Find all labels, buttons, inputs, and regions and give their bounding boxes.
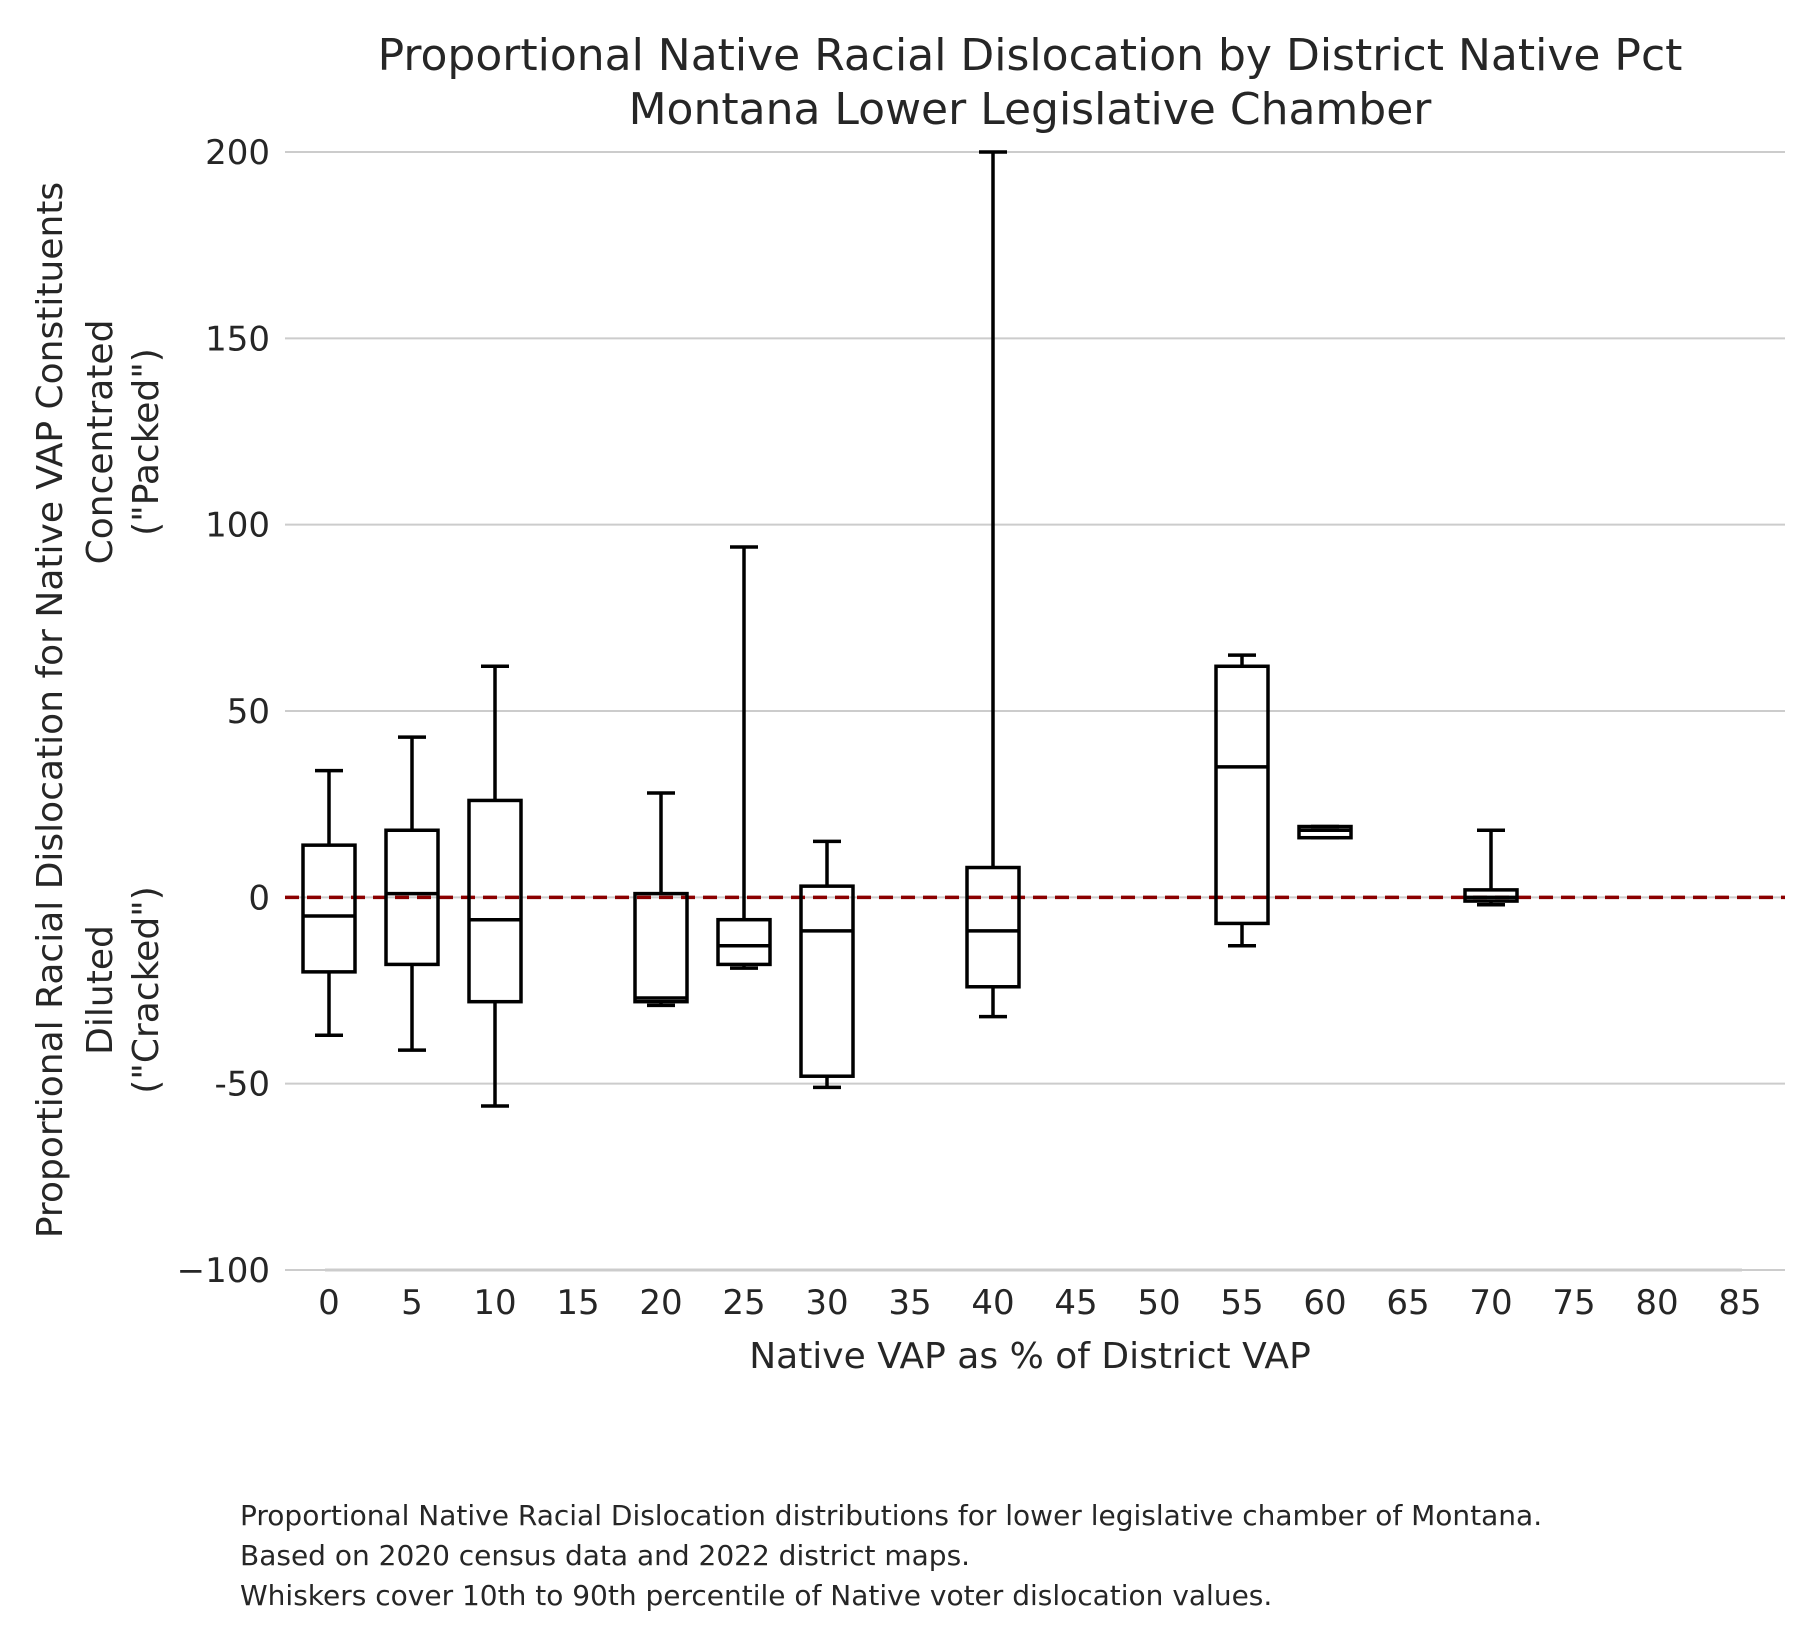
y-axis-cracked-label: Diluted (80, 925, 121, 1055)
x-tick-label: 55 (1220, 1283, 1263, 1323)
x-tick-label: 25 (722, 1283, 765, 1323)
chart-subtitle: Montana Lower Legislative Chamber (629, 84, 1433, 135)
grid (285, 151, 1785, 1272)
x-tick-label: 20 (639, 1283, 682, 1323)
x-tick-label: 65 (1386, 1283, 1429, 1323)
boxplot (384, 735, 440, 1052)
x-tick-label: 50 (1137, 1283, 1180, 1323)
box (633, 891, 689, 1004)
box (467, 798, 523, 1004)
x-axis-ticks: 0 5 10 15 20 25 30 35 40 45 50 55 60 65 70 75 80 85 (318, 1283, 1761, 1323)
x-tick-label: 85 (1718, 1283, 1761, 1323)
caption-line: Proportional Native Racial Dislocation d… (240, 1499, 1543, 1532)
box (301, 843, 357, 974)
box (965, 865, 1021, 989)
boxplot (716, 545, 772, 970)
y-axis-packed-sublabel: ("Packed") (126, 348, 167, 536)
boxplot (301, 768, 357, 1037)
x-axis-label: Native VAP as % of District VAP (749, 1336, 1311, 1377)
box (716, 917, 772, 967)
caption-line: Based on 2020 census data and 2022 distr… (240, 1539, 971, 1572)
chart-title: Proportional Native Racial Dislocation b… (378, 30, 1683, 81)
y-tick-label: −100 (177, 1251, 270, 1291)
boxplot (799, 839, 855, 1090)
box (799, 884, 855, 1078)
box (1214, 664, 1270, 926)
figure-caption: Proportional Native Racial Dislocation d… (240, 1496, 1542, 1616)
y-axis-ticks: −100 -50 0 50 100 150 200 (177, 133, 270, 1291)
x-tick-label: 60 (1303, 1283, 1346, 1323)
y-axis-cracked-sublabel: ("Cracked") (126, 886, 167, 1094)
y-tick-label: 0 (248, 878, 270, 918)
box (384, 828, 440, 967)
y-axis-packed-label: Concentrated (80, 320, 121, 565)
x-tick-label: 0 (318, 1283, 340, 1323)
boxplots (301, 150, 1519, 1108)
y-tick-label: 100 (205, 506, 270, 546)
y-tick-label: 150 (205, 319, 270, 359)
x-tick-label: 80 (1635, 1283, 1678, 1323)
y-axis-label: Proportional Racial Dislocation for Nati… (30, 182, 71, 1238)
boxplot (467, 664, 523, 1108)
x-tick-label: 35 (888, 1283, 931, 1323)
x-tick-label: 30 (805, 1283, 848, 1323)
x-tick-label: 70 (1469, 1283, 1512, 1323)
y-tick-label: -50 (214, 1065, 270, 1105)
boxplot (633, 791, 689, 1008)
x-tick-label: 45 (1054, 1283, 1097, 1323)
x-tick-label: 15 (556, 1283, 599, 1323)
x-tick-label: 10 (473, 1283, 516, 1323)
x-tick-label: 40 (971, 1283, 1014, 1323)
x-tick-label: 75 (1552, 1283, 1595, 1323)
x-tick-label: 5 (401, 1283, 423, 1323)
boxplot (1214, 653, 1270, 948)
boxplot (965, 150, 1021, 1019)
boxplot (1297, 824, 1353, 840)
boxplot (1463, 828, 1519, 907)
box (1463, 888, 1519, 903)
caption-line: Whiskers cover 10th to 90th percentile o… (240, 1579, 1273, 1612)
y-tick-label: 50 (227, 692, 270, 732)
y-tick-label: 200 (205, 133, 270, 173)
box (1297, 824, 1353, 840)
